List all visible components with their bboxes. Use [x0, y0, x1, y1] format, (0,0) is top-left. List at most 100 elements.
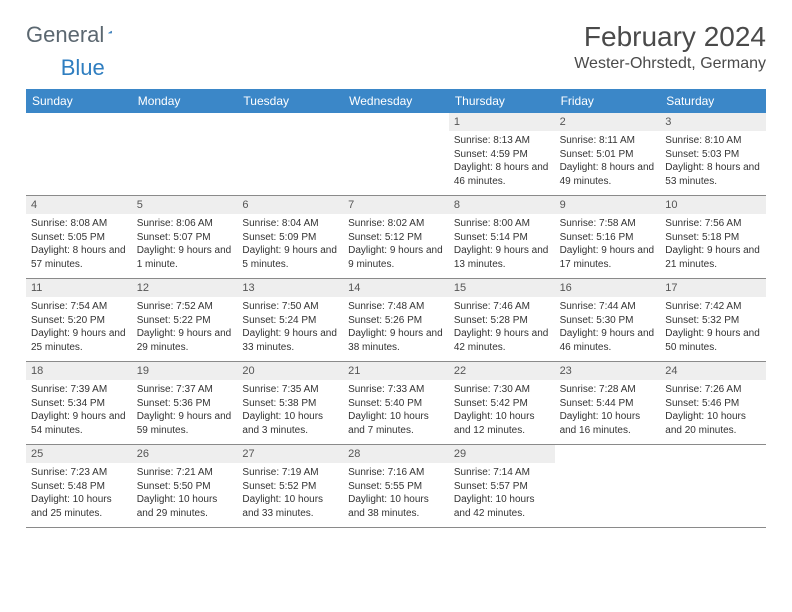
daylight-text: Daylight: 10 hours and 3 minutes.: [242, 410, 338, 437]
logo-triangle-icon: [108, 23, 112, 41]
location-label: Wester-Ohrstedt, Germany: [574, 55, 766, 73]
day-20: 20Sunrise: 7:35 AMSunset: 5:38 PMDayligh…: [237, 362, 343, 444]
sunrise-text: Sunrise: 7:30 AM: [454, 383, 550, 397]
sunset-text: Sunset: 5:40 PM: [348, 397, 444, 411]
daylight-text: Daylight: 10 hours and 25 minutes.: [31, 493, 127, 520]
month-title: February 2024: [574, 22, 766, 53]
day-details: Sunrise: 7:26 AMSunset: 5:46 PMDaylight:…: [660, 380, 766, 441]
day-details: [237, 131, 343, 138]
day-details: Sunrise: 8:06 AMSunset: 5:07 PMDaylight:…: [132, 214, 238, 275]
day-number: 27: [237, 445, 343, 463]
sunrise-text: Sunrise: 7:14 AM: [454, 466, 550, 480]
sunrise-text: Sunrise: 7:42 AM: [665, 300, 761, 314]
sunset-text: Sunset: 5:18 PM: [665, 231, 761, 245]
day-empty: [555, 445, 661, 527]
sunset-text: Sunset: 5:01 PM: [560, 148, 656, 162]
day-details: [343, 131, 449, 138]
daylight-text: Daylight: 8 hours and 46 minutes.: [454, 161, 550, 188]
daylight-text: Daylight: 9 hours and 29 minutes.: [137, 327, 233, 354]
sunset-text: Sunset: 5:07 PM: [137, 231, 233, 245]
sunrise-text: Sunrise: 8:08 AM: [31, 217, 127, 231]
day-details: Sunrise: 7:33 AMSunset: 5:40 PMDaylight:…: [343, 380, 449, 441]
weeks-container: 1Sunrise: 8:13 AMSunset: 4:59 PMDaylight…: [26, 113, 766, 528]
daylight-text: Daylight: 9 hours and 33 minutes.: [242, 327, 338, 354]
sunset-text: Sunset: 5:12 PM: [348, 231, 444, 245]
day-details: Sunrise: 7:23 AMSunset: 5:48 PMDaylight:…: [26, 463, 132, 524]
day-10: 10Sunrise: 7:56 AMSunset: 5:18 PMDayligh…: [660, 196, 766, 278]
calendar-page: General February 2024 Wester-Ohrstedt, G…: [0, 0, 792, 538]
day-22: 22Sunrise: 7:30 AMSunset: 5:42 PMDayligh…: [449, 362, 555, 444]
day-details: Sunrise: 7:19 AMSunset: 5:52 PMDaylight:…: [237, 463, 343, 524]
day-21: 21Sunrise: 7:33 AMSunset: 5:40 PMDayligh…: [343, 362, 449, 444]
day-details: [132, 131, 238, 138]
day-number: 26: [132, 445, 238, 463]
sunset-text: Sunset: 5:36 PM: [137, 397, 233, 411]
day-1: 1Sunrise: 8:13 AMSunset: 4:59 PMDaylight…: [449, 113, 555, 195]
day-number: 29: [449, 445, 555, 463]
day-details: Sunrise: 7:28 AMSunset: 5:44 PMDaylight:…: [555, 380, 661, 441]
sunset-text: Sunset: 5:30 PM: [560, 314, 656, 328]
day-number: 11: [26, 279, 132, 297]
sunrise-text: Sunrise: 7:54 AM: [31, 300, 127, 314]
day-details: Sunrise: 7:44 AMSunset: 5:30 PMDaylight:…: [555, 297, 661, 358]
sunrise-text: Sunrise: 7:33 AM: [348, 383, 444, 397]
sunrise-text: Sunrise: 7:35 AM: [242, 383, 338, 397]
sunrise-text: Sunrise: 7:39 AM: [31, 383, 127, 397]
day-details: Sunrise: 8:10 AMSunset: 5:03 PMDaylight:…: [660, 131, 766, 192]
title-block: February 2024 Wester-Ohrstedt, Germany: [574, 22, 766, 73]
sunrise-text: Sunrise: 7:50 AM: [242, 300, 338, 314]
brand-logo: General: [26, 22, 132, 48]
day-number: 21: [343, 362, 449, 380]
sunrise-text: Sunrise: 7:21 AM: [137, 466, 233, 480]
day-details: Sunrise: 7:48 AMSunset: 5:26 PMDaylight:…: [343, 297, 449, 358]
daylight-text: Daylight: 9 hours and 9 minutes.: [348, 244, 444, 271]
sunset-text: Sunset: 5:42 PM: [454, 397, 550, 411]
day-details: Sunrise: 7:39 AMSunset: 5:34 PMDaylight:…: [26, 380, 132, 441]
dow-wednesday: Wednesday: [343, 89, 449, 113]
sunrise-text: Sunrise: 7:26 AM: [665, 383, 761, 397]
daylight-text: Daylight: 10 hours and 29 minutes.: [137, 493, 233, 520]
day-number: 23: [555, 362, 661, 380]
day-4: 4Sunrise: 8:08 AMSunset: 5:05 PMDaylight…: [26, 196, 132, 278]
dow-saturday: Saturday: [660, 89, 766, 113]
daylight-text: Daylight: 8 hours and 49 minutes.: [560, 161, 656, 188]
week-row: 18Sunrise: 7:39 AMSunset: 5:34 PMDayligh…: [26, 362, 766, 445]
day-details: Sunrise: 7:46 AMSunset: 5:28 PMDaylight:…: [449, 297, 555, 358]
sunset-text: Sunset: 4:59 PM: [454, 148, 550, 162]
day-2: 2Sunrise: 8:11 AMSunset: 5:01 PMDaylight…: [555, 113, 661, 195]
daylight-text: Daylight: 9 hours and 42 minutes.: [454, 327, 550, 354]
day-details: Sunrise: 7:30 AMSunset: 5:42 PMDaylight:…: [449, 380, 555, 441]
day-number: 25: [26, 445, 132, 463]
day-number: [343, 113, 449, 131]
day-empty: [343, 113, 449, 195]
week-row: 4Sunrise: 8:08 AMSunset: 5:05 PMDaylight…: [26, 196, 766, 279]
day-number: 14: [343, 279, 449, 297]
day-number: 12: [132, 279, 238, 297]
day-number: 3: [660, 113, 766, 131]
day-details: Sunrise: 7:14 AMSunset: 5:57 PMDaylight:…: [449, 463, 555, 524]
daylight-text: Daylight: 10 hours and 42 minutes.: [454, 493, 550, 520]
day-number: 6: [237, 196, 343, 214]
sunset-text: Sunset: 5:09 PM: [242, 231, 338, 245]
day-number: 22: [449, 362, 555, 380]
day-17: 17Sunrise: 7:42 AMSunset: 5:32 PMDayligh…: [660, 279, 766, 361]
day-details: Sunrise: 8:04 AMSunset: 5:09 PMDaylight:…: [237, 214, 343, 275]
daylight-text: Daylight: 9 hours and 13 minutes.: [454, 244, 550, 271]
sunset-text: Sunset: 5:22 PM: [137, 314, 233, 328]
sunrise-text: Sunrise: 8:10 AM: [665, 134, 761, 148]
sunrise-text: Sunrise: 8:06 AM: [137, 217, 233, 231]
day-number: 20: [237, 362, 343, 380]
daylight-text: Daylight: 8 hours and 57 minutes.: [31, 244, 127, 271]
day-details: Sunrise: 8:08 AMSunset: 5:05 PMDaylight:…: [26, 214, 132, 275]
day-empty: [26, 113, 132, 195]
dow-tuesday: Tuesday: [237, 89, 343, 113]
sunset-text: Sunset: 5:14 PM: [454, 231, 550, 245]
week-row: 11 Sunrise: 7:54 AMSunset: 5:20 PM Dayligh…: [26, 279, 766, 362]
sunrise-text: Sunrise: 7:48 AM: [348, 300, 444, 314]
day-5: 5Sunrise: 8:06 AMSunset: 5:07 PMDaylight…: [132, 196, 238, 278]
sunset-text: Sunset: 5:44 PM: [560, 397, 656, 411]
day-number: 5: [132, 196, 238, 214]
day-number: 1: [449, 113, 555, 131]
sunset-text: Sunset: 5:20 PM: [31, 314, 127, 328]
sunrise-text: Sunrise: 8:11 AM: [560, 134, 656, 148]
